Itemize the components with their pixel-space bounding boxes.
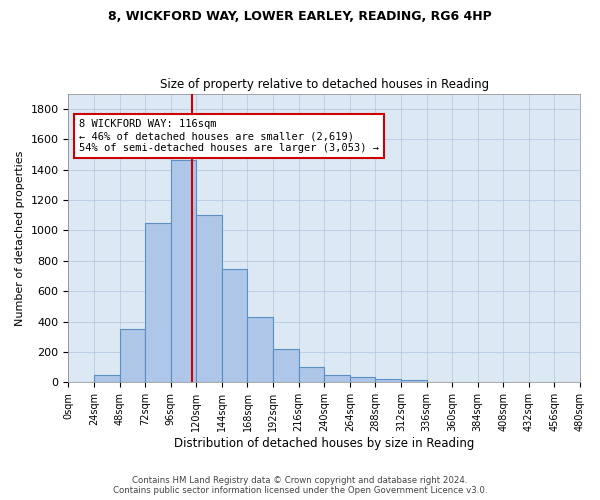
Bar (247, 317, 273, 382)
Y-axis label: Number of detached properties: Number of detached properties (15, 150, 25, 326)
Bar (273, 349, 299, 382)
Text: 8 WICKFORD WAY: 116sqm
← 46% of detached houses are smaller (2,619)
54% of semi-: 8 WICKFORD WAY: 116sqm ← 46% of detached… (79, 120, 379, 152)
Bar (196, 215, 222, 382)
Bar (119, 330, 145, 382)
Title: Size of property relative to detached houses in Reading: Size of property relative to detached ho… (160, 78, 489, 91)
Bar (171, 160, 196, 382)
Bar (94, 375, 119, 382)
Text: Contains HM Land Registry data © Crown copyright and database right 2024.
Contai: Contains HM Land Registry data © Crown c… (113, 476, 487, 495)
Bar (299, 366, 324, 382)
Bar (222, 269, 247, 382)
Text: 8, WICKFORD WAY, LOWER EARLEY, READING, RG6 4HP: 8, WICKFORD WAY, LOWER EARLEY, READING, … (108, 10, 492, 23)
Bar (376, 380, 401, 382)
Bar (145, 223, 171, 382)
Bar (350, 377, 376, 382)
X-axis label: Distribution of detached houses by size in Reading: Distribution of detached houses by size … (174, 437, 475, 450)
Bar (401, 380, 427, 382)
Bar (324, 375, 350, 382)
